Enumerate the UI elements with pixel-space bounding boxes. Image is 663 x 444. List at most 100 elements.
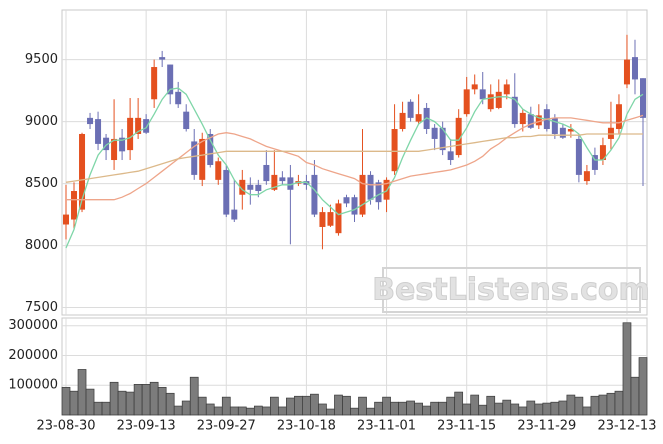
candle-body: [471, 84, 478, 90]
candle-body: [103, 137, 110, 151]
candle-body: [479, 89, 486, 100]
candle-body: [351, 197, 358, 215]
volume-bar: [398, 401, 407, 416]
candle-body: [583, 171, 590, 182]
volume-bar: [141, 384, 151, 416]
candle-body: [559, 127, 566, 138]
candle-body: [95, 119, 102, 144]
candle-body: [143, 119, 150, 133]
volume-bar: [93, 401, 103, 416]
candle-body: [407, 101, 414, 118]
candle-body: [359, 174, 366, 215]
volume-bar: [622, 322, 632, 416]
volume-bar: [342, 395, 351, 416]
candle-body: [495, 91, 502, 108]
volume-bar: [165, 392, 175, 416]
candle-body: [127, 117, 134, 151]
volume-bar: [109, 381, 119, 416]
y-tick-label: 9000: [25, 114, 58, 129]
candle-body: [135, 117, 142, 134]
volume-bar: [61, 386, 71, 416]
volume-bar: [454, 391, 464, 416]
candle-body: [503, 84, 510, 95]
y-tick-label: 7500: [25, 300, 58, 315]
candle-body: [111, 138, 118, 161]
watermark: BestListens.com: [372, 273, 650, 308]
candle-body: [447, 151, 454, 161]
price-panel: [61, 9, 648, 316]
candle-body: [511, 96, 518, 125]
candle-body: [207, 133, 214, 165]
volume-bar: [614, 390, 624, 416]
volume-bar: [598, 394, 608, 416]
moving-average-line: [66, 114, 644, 201]
candle-body: [319, 212, 326, 227]
candle-body: [631, 57, 638, 80]
candle-body: [615, 104, 622, 130]
volume-bar: [486, 395, 496, 416]
volume-bar: [125, 391, 135, 416]
volume-bar: [430, 401, 439, 416]
candle-body: [367, 174, 374, 200]
candle-body: [640, 78, 646, 118]
candle-body: [247, 184, 254, 190]
volume-bar: [157, 386, 167, 416]
candle-body: [63, 214, 69, 225]
volume-bar: [606, 392, 616, 416]
candle-body: [415, 114, 422, 122]
candle-body: [535, 115, 542, 126]
y-tick-label: 100000: [8, 378, 58, 393]
x-tick-label: 23-08-30: [36, 419, 95, 434]
volume-bar: [494, 402, 504, 416]
candle-body: [183, 111, 190, 130]
x-tick-label: 23-11-15: [437, 419, 496, 434]
y-tick-label: 8500: [25, 176, 58, 191]
volume-bar: [390, 401, 399, 416]
volume-bar: [318, 403, 327, 416]
candle-body: [239, 179, 246, 195]
candle-body: [271, 174, 278, 190]
candle-body: [215, 161, 222, 180]
volume-bar: [133, 384, 143, 416]
candle-body: [439, 127, 446, 151]
candle-body: [199, 138, 206, 180]
volume-bar: [189, 376, 199, 416]
candle-body: [455, 117, 462, 156]
x-tick-label: 23-10-18: [277, 419, 336, 434]
candle-body: [575, 138, 582, 175]
candle-body: [223, 169, 230, 215]
volume-bar: [462, 403, 472, 416]
volume-bar: [382, 396, 391, 416]
candle-body: [311, 174, 318, 215]
candle-body: [431, 127, 438, 139]
volume-bar: [270, 396, 279, 416]
volume-bar: [101, 401, 111, 416]
volume-bar: [534, 403, 544, 416]
candle-body: [231, 209, 238, 220]
candle-body: [623, 59, 630, 85]
volume-bar: [350, 407, 359, 416]
candle-body: [87, 117, 94, 125]
candle-body: [487, 94, 494, 110]
candle-body: [175, 91, 182, 105]
candle-body: [255, 184, 262, 192]
volume-bar: [438, 401, 448, 416]
candle-body: [79, 133, 86, 210]
candle-body: [191, 141, 198, 175]
candle-body: [327, 212, 334, 226]
candle-body: [591, 155, 598, 170]
candle-body: [167, 64, 174, 95]
volume-bar: [422, 405, 431, 416]
volume-bar: [173, 405, 183, 416]
volume-bar: [310, 393, 319, 416]
volume-bar: [253, 405, 263, 416]
volume-bar: [446, 396, 456, 416]
volume-bar: [221, 396, 231, 416]
x-tick-label: 23-09-27: [197, 419, 256, 434]
volume-bar: [213, 406, 223, 416]
volume-bar: [181, 400, 191, 416]
watermark-box: [382, 267, 641, 313]
volume-bar: [574, 396, 584, 416]
volume-bar: [502, 399, 512, 416]
